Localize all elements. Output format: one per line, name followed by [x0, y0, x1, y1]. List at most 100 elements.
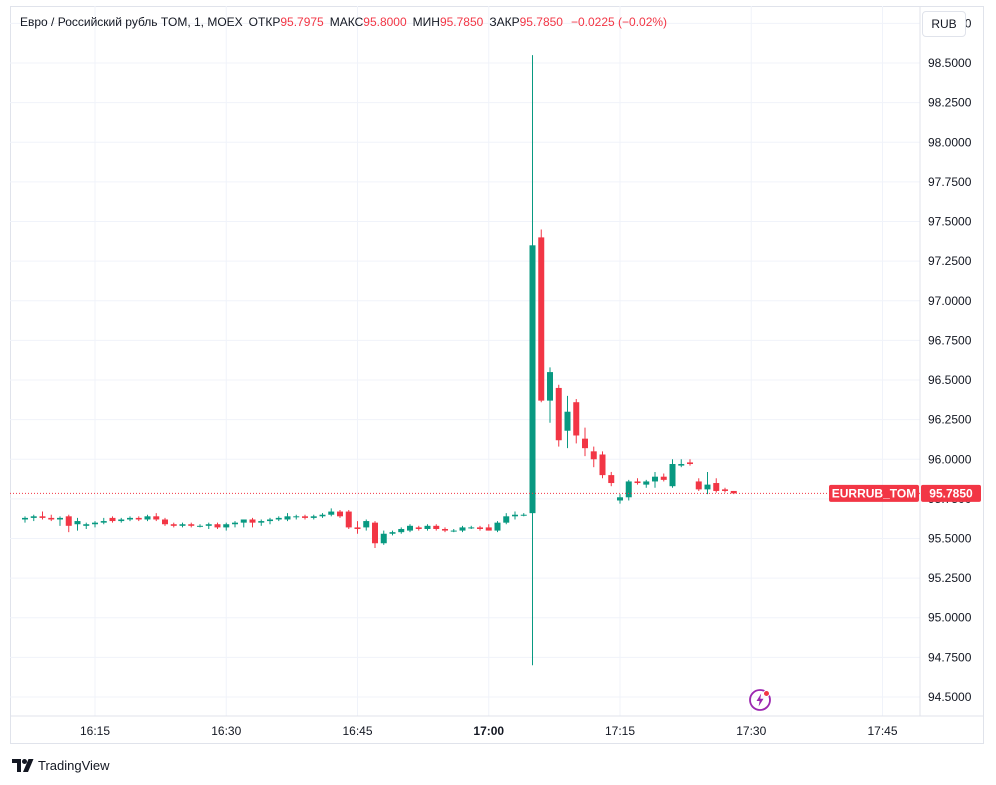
candle[interactable]	[135, 516, 142, 522]
candle[interactable]	[687, 459, 693, 466]
candle[interactable]	[538, 229, 545, 403]
candle[interactable]	[599, 451, 606, 479]
time-tick-label: 16:30	[211, 724, 241, 738]
candle[interactable]	[468, 525, 475, 529]
candle[interactable]	[512, 511, 518, 520]
candle-body	[214, 524, 221, 528]
candle[interactable]	[477, 525, 483, 531]
candle[interactable]	[547, 367, 553, 423]
candle[interactable]	[669, 459, 676, 488]
candle[interactable]	[293, 514, 300, 520]
candle[interactable]	[57, 516, 63, 526]
candle[interactable]	[503, 513, 510, 525]
candle[interactable]	[144, 514, 151, 522]
lightning-icon[interactable]	[748, 688, 772, 712]
candle[interactable]	[109, 516, 116, 523]
candle[interactable]	[48, 514, 55, 522]
candle[interactable]	[660, 473, 667, 482]
candle-body	[389, 532, 396, 534]
candle[interactable]	[459, 525, 466, 533]
candle[interactable]	[258, 519, 265, 526]
grid-lines	[10, 6, 920, 716]
candle[interactable]	[573, 399, 580, 444]
candle[interactable]	[678, 459, 685, 468]
candle[interactable]	[695, 478, 702, 491]
candle[interactable]	[520, 513, 527, 517]
candle[interactable]	[240, 519, 247, 528]
price-tick-label: 96.7500	[928, 333, 972, 347]
candle-body	[363, 521, 370, 528]
candle[interactable]	[275, 516, 282, 522]
candle[interactable]	[407, 524, 413, 533]
candle[interactable]	[634, 478, 641, 485]
candle[interactable]	[564, 395, 571, 449]
candle[interactable]	[372, 521, 378, 549]
candle[interactable]	[30, 514, 37, 522]
candle[interactable]	[83, 522, 90, 529]
candle[interactable]	[608, 471, 615, 487]
candle[interactable]	[170, 522, 177, 528]
time-axis[interactable]: 16:15 16:30 16:45 17:00 17:15 17:30 17:45	[80, 724, 898, 738]
candle[interactable]	[529, 55, 536, 666]
candle[interactable]	[415, 525, 422, 531]
candle[interactable]	[267, 517, 273, 525]
currency-button[interactable]: RUB	[922, 11, 966, 37]
symbol-title[interactable]: Евро / Российский рубль TOM, 1, MOEX	[20, 15, 243, 29]
candle[interactable]	[617, 494, 623, 504]
candle[interactable]	[118, 517, 125, 523]
candle[interactable]	[302, 514, 308, 520]
candle[interactable]	[214, 522, 221, 529]
candle[interactable]	[205, 522, 212, 529]
candle[interactable]	[704, 471, 711, 495]
candle[interactable]	[179, 522, 186, 528]
candle[interactable]	[713, 478, 720, 493]
candle[interactable]	[284, 513, 291, 522]
candle[interactable]	[223, 522, 230, 531]
candle[interactable]	[188, 522, 195, 528]
candle[interactable]	[100, 517, 107, 525]
candle[interactable]	[153, 513, 160, 522]
candle[interactable]	[127, 516, 133, 522]
candle[interactable]	[380, 530, 387, 545]
candle[interactable]	[22, 516, 28, 523]
candle[interactable]	[354, 521, 361, 534]
candle[interactable]	[398, 527, 405, 534]
candle[interactable]	[485, 524, 492, 531]
candle[interactable]	[643, 479, 650, 488]
candle[interactable]	[249, 517, 256, 528]
candle[interactable]	[494, 521, 501, 533]
candle[interactable]	[162, 517, 168, 526]
candle[interactable]	[328, 508, 335, 517]
candle[interactable]	[590, 446, 597, 468]
candle-body	[555, 387, 562, 441]
candle[interactable]	[582, 427, 588, 457]
candle[interactable]	[39, 511, 46, 520]
price-axis[interactable]: 98.750098.500098.250098.000097.750097.50…	[928, 16, 972, 704]
candle-body	[372, 522, 378, 544]
candle[interactable]	[232, 521, 238, 528]
candle[interactable]	[363, 519, 370, 531]
candle[interactable]	[65, 514, 72, 533]
close-value: 95.7850	[519, 15, 563, 29]
candle[interactable]	[722, 487, 728, 493]
candle[interactable]	[319, 513, 326, 518]
tradingview-logo[interactable]: TradingView	[12, 758, 110, 773]
candle[interactable]	[652, 471, 658, 488]
candle[interactable]	[442, 527, 448, 533]
candle[interactable]	[337, 509, 343, 518]
candle[interactable]	[310, 514, 317, 520]
candle[interactable]	[450, 528, 457, 533]
candle[interactable]	[555, 384, 562, 447]
candle[interactable]	[433, 524, 440, 531]
candle[interactable]	[345, 509, 352, 529]
candle[interactable]	[625, 479, 632, 501]
low-value: 95.7850	[439, 15, 484, 29]
candle-body	[599, 454, 606, 476]
ticker-label: EURRUB_TOM	[832, 486, 916, 500]
candle[interactable]	[74, 517, 81, 531]
candle[interactable]	[92, 521, 98, 528]
candle[interactable]	[424, 524, 431, 531]
candle[interactable]	[389, 530, 396, 536]
candle[interactable]	[197, 524, 203, 528]
